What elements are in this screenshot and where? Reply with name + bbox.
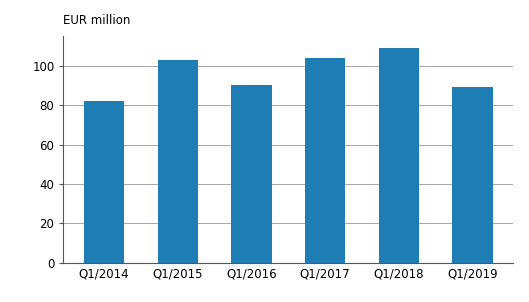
Bar [452,88,492,263]
Text: EUR million: EUR million [63,14,131,27]
Bar [158,60,198,263]
Bar [231,85,272,263]
Bar [379,48,419,263]
Bar [84,101,124,263]
Bar [305,58,345,263]
